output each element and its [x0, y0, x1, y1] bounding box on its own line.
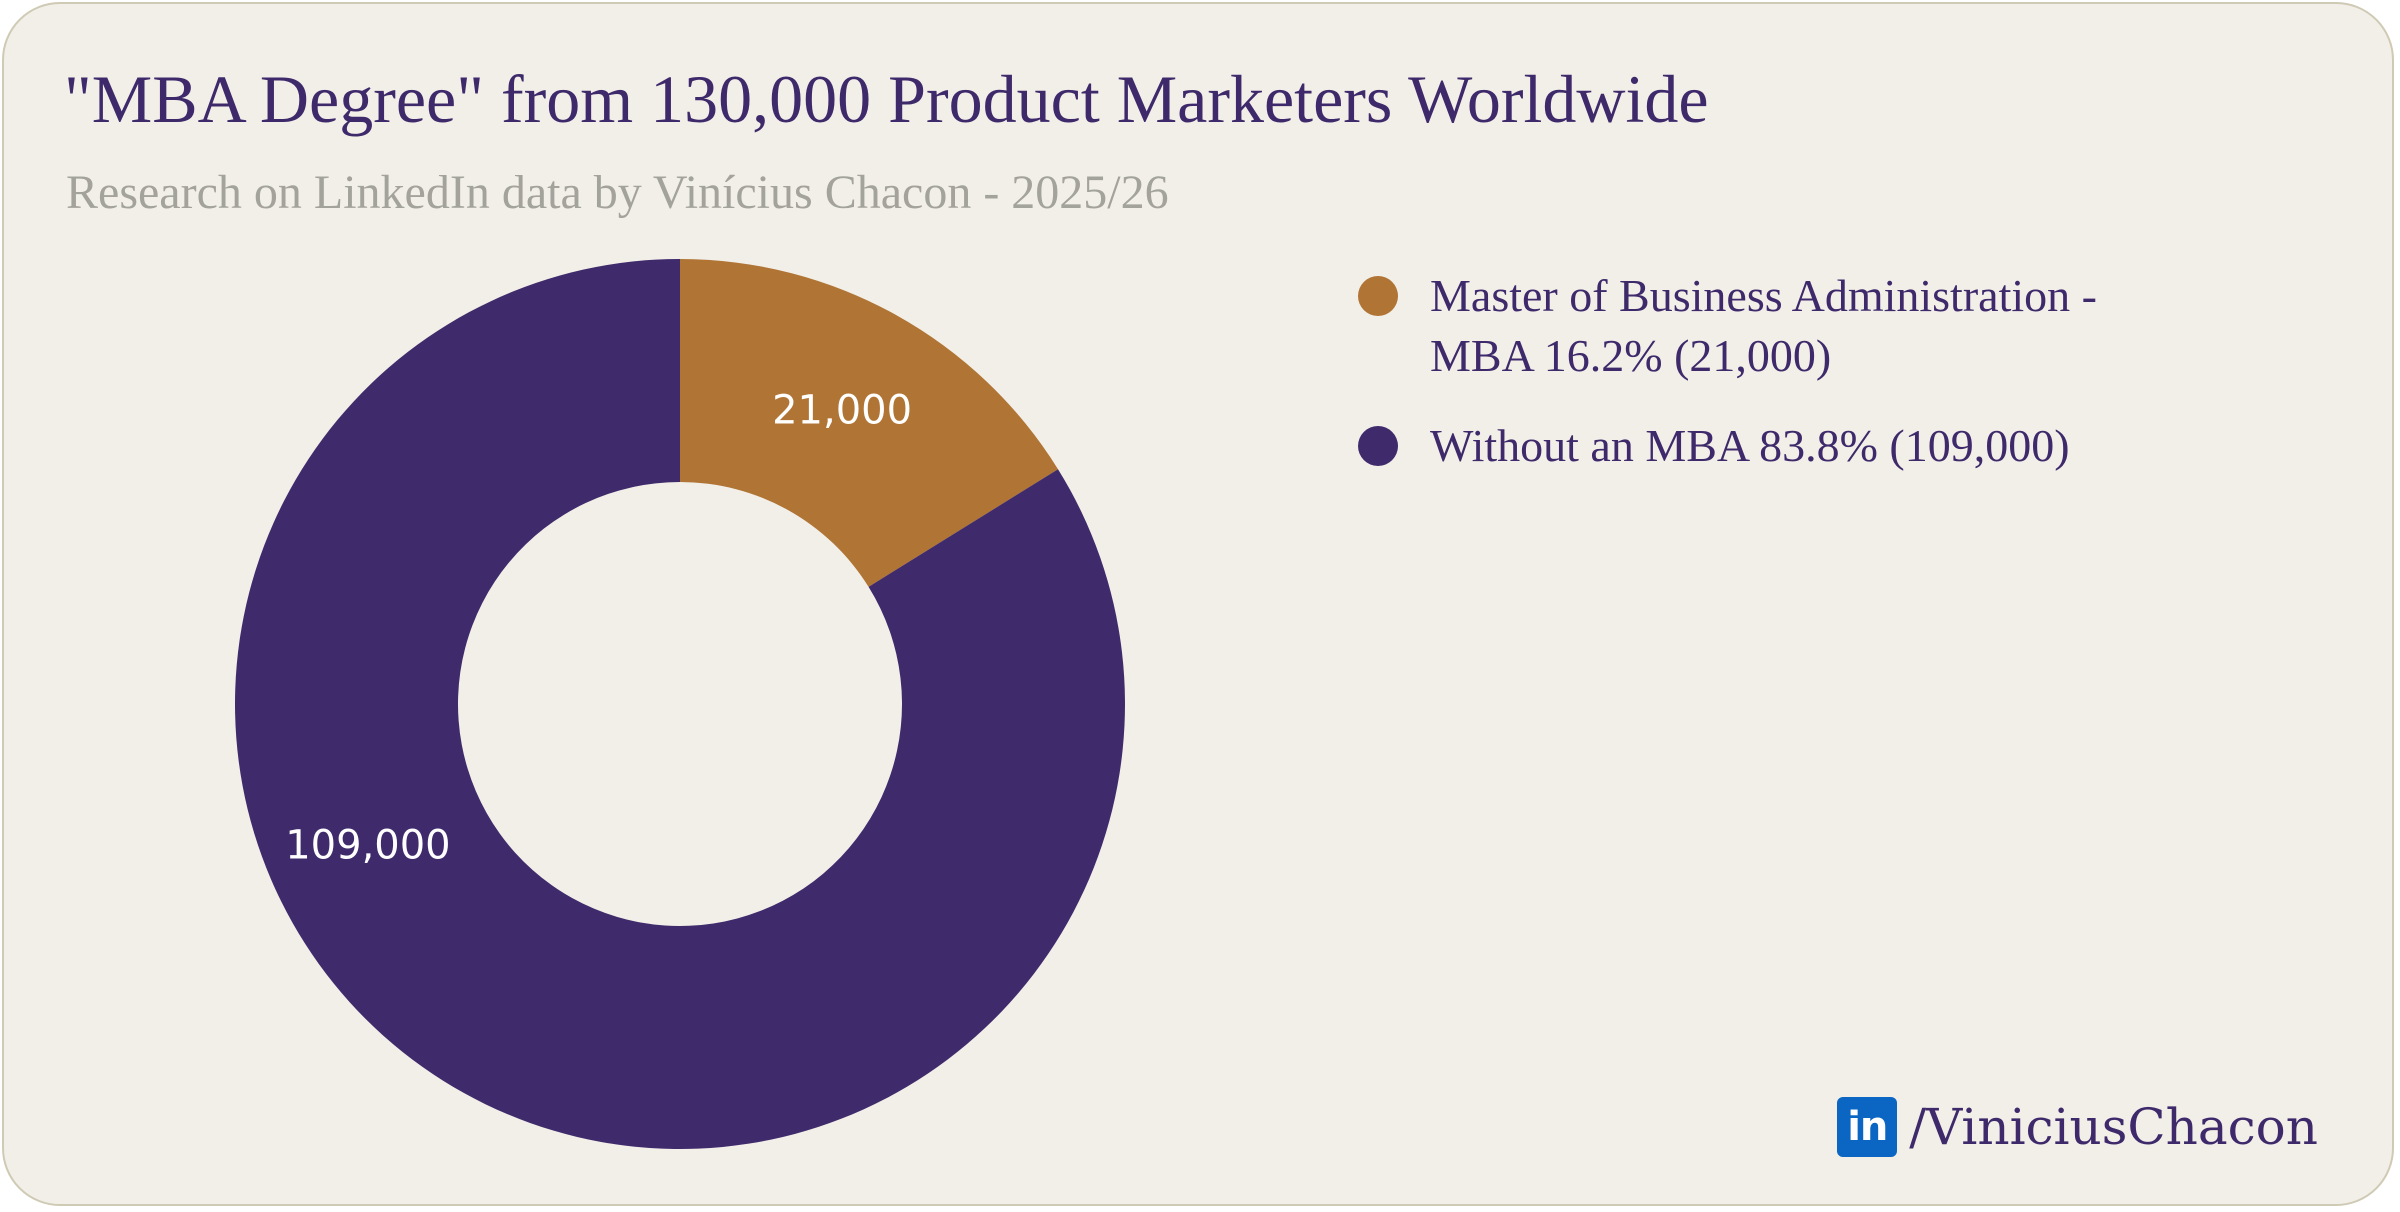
chart-subtitle: Research on LinkedIn data by Vinícius Ch… — [66, 166, 1169, 219]
donut-slice-0 — [680, 259, 1059, 587]
data-label-0: 21,000 — [772, 388, 912, 434]
legend-item-mba: Master of Business Administration - MBA … — [1358, 266, 2258, 386]
brand-handle: /ViniciusChacon — [1909, 1098, 2318, 1156]
legend-label-line1: Master of Business Administration - — [1430, 270, 2097, 321]
linkedin-icon: in — [1837, 1097, 1898, 1157]
donut-slice-1 — [234, 259, 1125, 1149]
legend-swatch-mba — [1358, 276, 1398, 316]
data-label-1: 109,000 — [285, 823, 450, 869]
legend-label: Without an MBA 83.8% (109,000) — [1430, 420, 2070, 471]
legend: Master of Business Administration - MBA … — [1358, 266, 2258, 506]
legend-item-no-mba: Without an MBA 83.8% (109,000) — [1358, 416, 2258, 476]
brand[interactable]: in /ViniciusChacon — [1837, 1094, 2318, 1160]
legend-swatch-no-mba — [1358, 426, 1398, 466]
donut-chart: 21,000 109,000 — [234, 259, 1125, 1149]
chart-title: "MBA Degree" from 130,000 Product Market… — [64, 61, 1709, 137]
legend-label-line2: MBA 16.2% (21,000) — [1430, 330, 1832, 381]
